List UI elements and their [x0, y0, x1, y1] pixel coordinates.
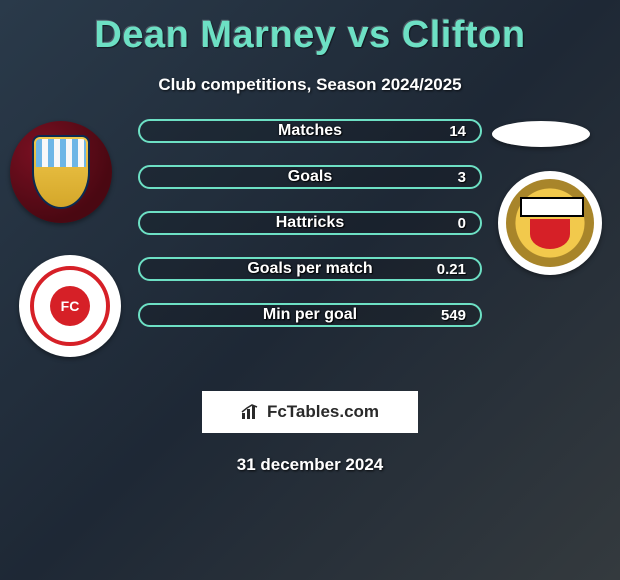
- bar-chart-icon: [241, 404, 261, 420]
- stat-rows: Matches 14 Goals 3 Hattricks 0 Goals per…: [138, 119, 482, 349]
- stat-row-goals-per-match: Goals per match 0.21: [138, 257, 482, 281]
- player2-club-badge-1: [492, 121, 590, 147]
- stat-label: Goals: [288, 168, 332, 186]
- stat-row-min-per-goal: Min per goal 549: [138, 303, 482, 327]
- stat-label: Min per goal: [263, 306, 357, 324]
- stat-value: 14: [449, 123, 466, 140]
- stat-value: 549: [441, 307, 466, 324]
- player2-club-badge-2: [498, 171, 602, 275]
- date-text: 31 december 2024: [0, 455, 620, 475]
- brand-text: FcTables.com: [267, 402, 379, 422]
- stat-row-matches: Matches 14: [138, 119, 482, 143]
- stat-row-hattricks: Hattricks 0: [138, 211, 482, 235]
- stat-label: Goals per match: [247, 260, 372, 278]
- stat-value: 0.21: [437, 261, 466, 278]
- player1-club-badge-2: [19, 255, 121, 357]
- stat-label: Hattricks: [276, 214, 344, 232]
- burnley-crest-icon: [32, 135, 90, 209]
- comparison-panel: Matches 14 Goals 3 Hattricks 0 Goals per…: [0, 119, 620, 379]
- fleetwood-crest-icon: [30, 266, 110, 346]
- stat-value: 0: [458, 215, 466, 232]
- doncaster-crest-icon: [506, 179, 594, 267]
- stat-value: 3: [458, 169, 466, 186]
- stat-label: Matches: [278, 122, 342, 140]
- stat-row-goals: Goals 3: [138, 165, 482, 189]
- brand-box: FcTables.com: [202, 391, 418, 433]
- subtitle: Club competitions, Season 2024/2025: [0, 75, 620, 95]
- player1-club-badge-1: [10, 121, 112, 223]
- page-title: Dean Marney vs Clifton: [0, 0, 620, 57]
